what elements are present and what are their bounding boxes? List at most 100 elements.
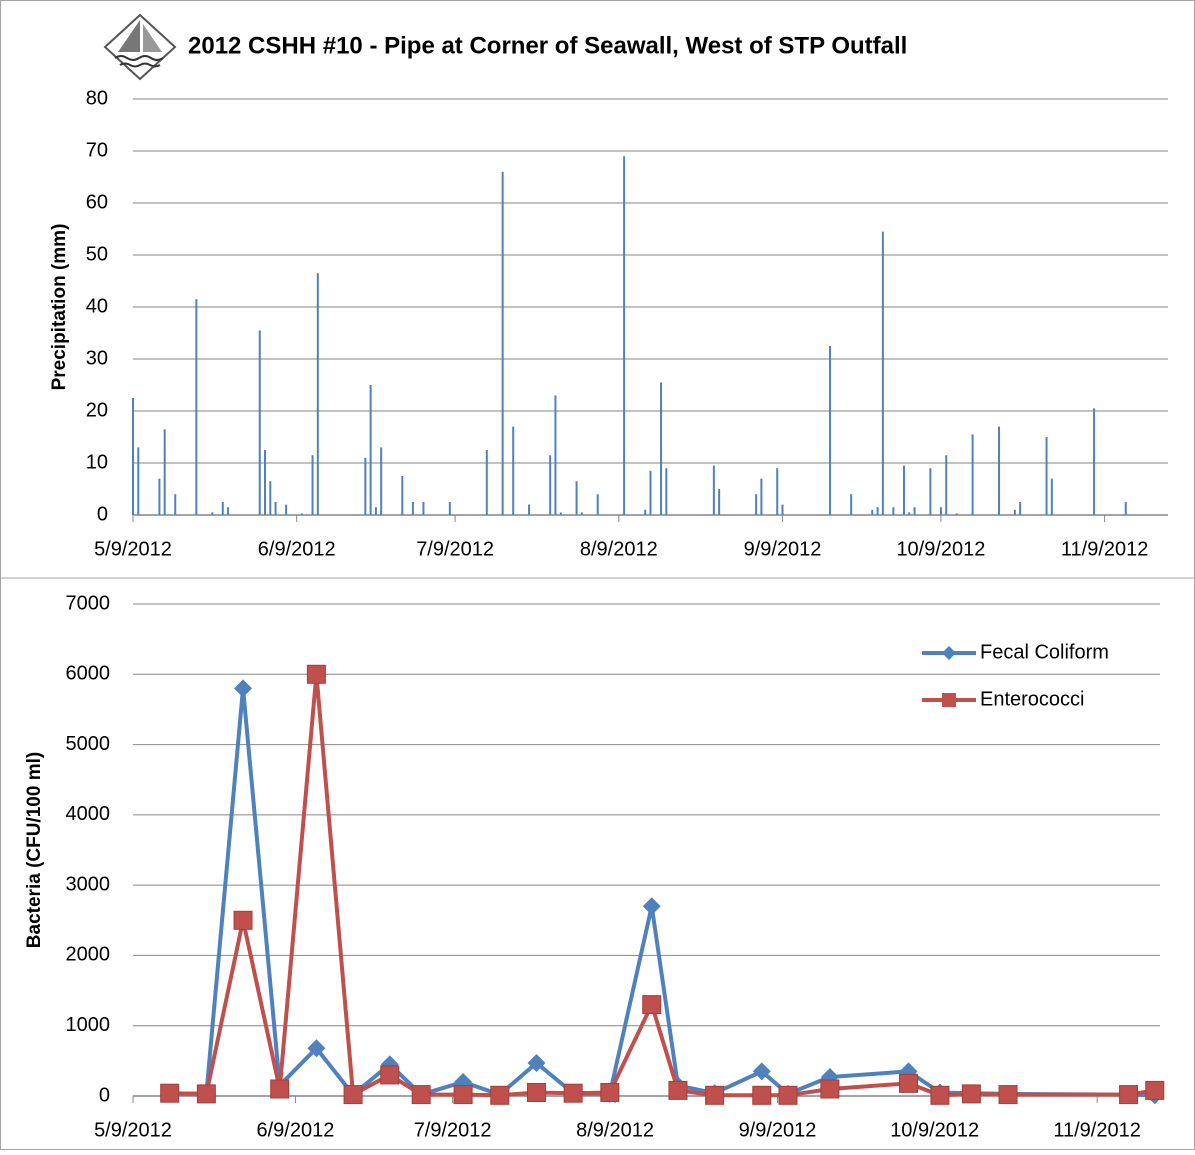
y-tick-label: 6000 [66,663,111,685]
y-axis-label: Bacteria (CFU/100 ml) [24,752,45,948]
bar [945,455,948,515]
marker [1145,1080,1165,1100]
bar [411,502,414,515]
bar [718,489,721,515]
bar [211,512,214,515]
bar [998,426,1001,515]
marker [526,1082,546,1102]
y-tick-label: 10 [86,451,108,473]
x-tick-label: 9/9/2012 [744,538,822,560]
bar [781,504,784,515]
legend-label: Enterococci [980,688,1085,710]
bar [776,468,779,515]
marker [490,1085,510,1105]
bar [300,513,303,515]
marker [234,679,253,698]
bar [929,468,932,515]
bar [269,481,272,515]
y-tick-label: 60 [86,191,108,213]
marker [642,897,661,916]
bar [755,494,758,515]
bar [137,447,140,515]
logo [103,13,177,81]
bar [380,447,383,515]
bar [623,156,626,515]
bar [422,502,425,515]
bar [902,465,905,515]
bar [760,478,763,515]
marker [233,910,253,930]
x-tick-label: 9/9/2012 [739,1119,817,1141]
x-tick-label: 10/9/2012 [896,538,985,560]
bar [163,429,166,515]
bar [829,346,832,515]
bar [258,330,261,515]
bar [227,507,230,515]
bar [364,457,367,515]
bar [369,385,372,515]
y-tick-label: 5000 [66,733,111,755]
marker [563,1083,583,1103]
bar [274,502,277,515]
bar [554,395,557,515]
y-tick-label: 70 [86,139,108,161]
y-tick-label: 20 [86,399,108,421]
marker [898,1073,918,1093]
bar [596,494,599,515]
marker [752,1062,771,1081]
bar [221,502,224,515]
bar [264,450,267,515]
bar [448,502,451,515]
marker [160,1083,180,1103]
bar [575,481,578,515]
y-tick-label: 3000 [66,873,111,895]
marker [196,1084,216,1104]
marker [600,1082,620,1102]
bar [285,504,288,515]
x-tick-label: 7/9/2012 [416,538,494,560]
bar [876,507,879,515]
legend-marker [942,646,956,660]
bar [881,231,884,515]
marker [411,1085,431,1105]
bar [1124,502,1127,515]
y-tick-label: 7000 [66,592,111,614]
x-tick-label: 5/9/2012 [94,1119,172,1141]
bar [559,512,562,515]
marker [343,1085,363,1105]
marker [961,1084,981,1104]
bar [512,426,515,515]
bar [850,494,853,515]
bar [913,507,916,515]
marker [306,664,326,684]
bar [174,494,177,515]
bar [311,455,314,515]
y-tick-label: 50 [86,243,108,265]
bar [580,512,583,515]
y-tick-label: 0 [99,1084,110,1106]
marker [1119,1085,1139,1105]
bar [195,299,198,515]
marker [527,1053,546,1072]
chart-title: 2012 CSHH #10 - Pipe at Corner of Seawal… [188,32,907,59]
bar [660,382,663,515]
legend-label: Fecal Coliform [980,641,1109,663]
marker [668,1080,688,1100]
y-tick-label: 30 [86,347,108,369]
bar [712,465,715,515]
x-tick-label: 6/9/2012 [258,538,336,560]
bar [549,455,552,515]
y-tick-label: 40 [86,295,108,317]
marker [820,1079,840,1099]
bar [485,450,488,515]
y-tick-label: 0 [97,503,108,525]
bar [374,507,377,515]
marker [453,1085,473,1105]
y-tick-label: 2000 [66,944,111,966]
y-axis-label: Precipitation (mm) [49,224,70,391]
marker [930,1085,950,1105]
bar [871,509,874,515]
bar [316,273,319,515]
bar [649,470,652,515]
